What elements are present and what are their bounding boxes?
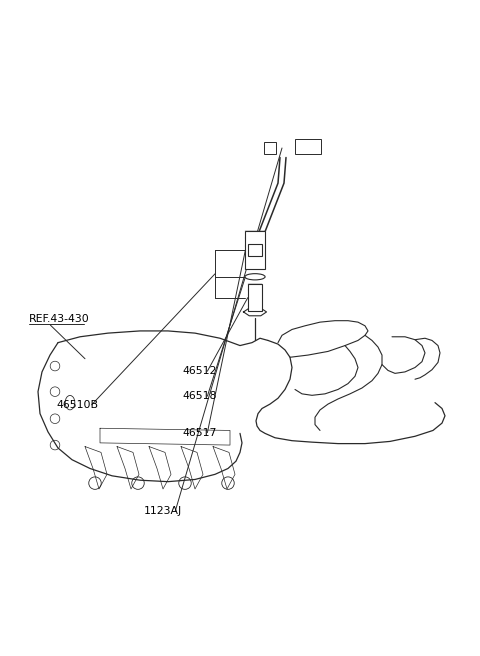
Bar <box>248 244 262 256</box>
Ellipse shape <box>65 396 75 410</box>
Ellipse shape <box>245 274 265 280</box>
Bar <box>248 284 262 311</box>
Text: 46510B: 46510B <box>57 400 99 410</box>
Text: 46518: 46518 <box>182 391 217 401</box>
Text: 1123AJ: 1123AJ <box>144 506 182 516</box>
Text: REF.43-430: REF.43-430 <box>29 314 90 324</box>
Bar <box>245 231 264 270</box>
Bar <box>264 142 276 154</box>
Text: 46512: 46512 <box>182 366 217 376</box>
Text: 46517: 46517 <box>182 428 217 438</box>
Bar <box>295 139 322 154</box>
